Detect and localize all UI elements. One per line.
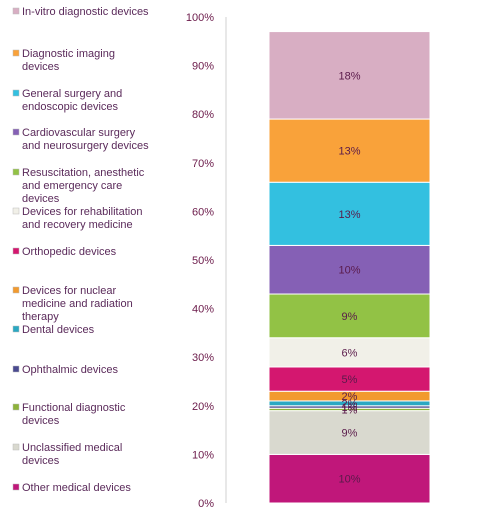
data-label: 9% [342,311,358,323]
legend-label: Dental devices [22,324,95,336]
legend-swatch [12,207,20,215]
legend-item: Resuscitation, anesthetic and emergency c… [12,167,145,205]
bar-segment-11 [268,181,431,246]
legend-label: Cardiovascular surgery and neurosurgery d… [22,127,149,152]
data-label: 2% [342,398,358,410]
bar-segment-13 [268,31,431,120]
stacked-bar: 10%9%1%1%2%2%5%6%9%10%13%13%18% [268,31,431,504]
legend-item: Devices for nuclear medicine and radiatio… [12,285,133,323]
data-label: 1% [342,404,358,416]
legend-swatch [12,49,20,57]
legend-label: Devices for rehabilitation and recovery m… [22,206,142,231]
legend-item: Ophthalmic devices [12,364,118,376]
legend-label: In-vitro diagnostic devices [22,6,149,18]
legend-swatch [12,365,20,373]
legend-label: Devices for nuclear medicine and radiatio… [22,285,133,323]
bar-segment-2 [268,410,431,455]
y-tick-label: 100% [186,12,214,24]
legend-item: Dental devices [12,324,95,336]
bar-segment-12 [268,118,431,183]
legend-item: Functional diagnostic devices [12,402,126,427]
legend-label: Unclassified medical devices [22,442,122,467]
legend-label: Orthopedic devices [22,246,117,258]
data-label: 13% [338,146,360,158]
data-label: 1% [342,402,358,414]
y-tick-label: 60% [192,206,214,218]
bar-segment-10 [268,244,431,295]
y-axis: 0% 10% 20% 30% 40% 50% 60% 70% 80% 90% 100% [186,12,227,510]
legend-item: Orthopedic devices [12,246,117,258]
y-tick-label: 70% [192,158,214,170]
legend-label: Ophthalmic devices [22,364,118,376]
data-label: 10% [338,265,360,277]
data-label: 5% [342,374,358,386]
legend-swatch [12,128,20,136]
legend-label: Other medical devices [22,482,131,494]
bar-segment-1 [268,453,431,504]
legend-label: Functional diagnostic devices [22,402,126,427]
legend-item: Cardiovascular surgery and neurosurgery d… [12,127,149,152]
legend-swatch [12,168,20,176]
y-tick-label: 50% [192,255,214,267]
data-label: 18% [338,70,360,82]
legend-item: Diagnostic imaging devices [12,48,115,73]
y-tick-label: 80% [192,109,214,121]
data-label: 10% [338,474,360,486]
legend-swatch [12,286,20,294]
data-label: 2% [342,391,358,403]
legend-label: General surgery and endoscopic devices [22,88,122,113]
legend-item: Unclassified medical devices [12,442,122,467]
legend-item: In-vitro diagnostic devices [12,6,149,18]
data-label: 13% [338,209,360,221]
y-tick-label: 30% [192,352,214,364]
legend-item: General surgery and endoscopic devices [12,88,122,113]
y-tick-label: 40% [192,304,214,316]
legend-swatch [12,403,20,411]
legend-swatch [12,247,20,255]
legend-swatch [12,89,20,97]
legend-label: Diagnostic imaging devices [22,48,115,73]
legend-swatch [12,7,20,15]
y-tick-label: 10% [192,449,214,461]
legend-swatch [12,325,20,333]
data-label: 9% [342,428,358,440]
y-tick-label: 90% [192,61,214,73]
legend-swatch [12,483,20,491]
legend: In-vitro diagnostic devices Diagnostic im… [12,6,149,494]
legend-label: Resuscitation, anesthetic and emergency c… [22,167,145,205]
legend-swatch [12,443,20,451]
legend-item: Other medical devices [12,482,131,494]
legend-item: Devices for rehabilitation and recovery m… [12,206,142,231]
y-tick-label: 0% [198,498,214,510]
y-tick-label: 20% [192,401,214,413]
data-label: 6% [342,347,358,359]
